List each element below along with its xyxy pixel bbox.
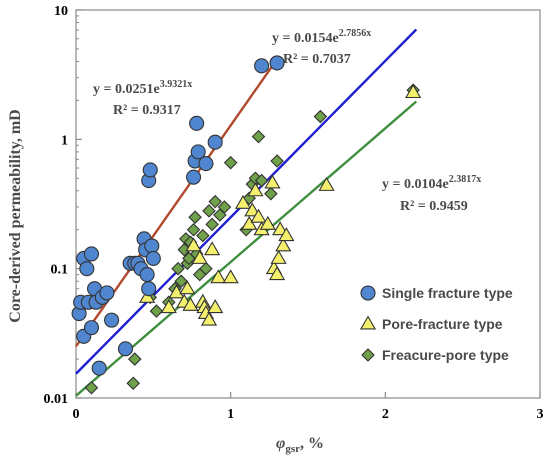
data-point [145, 250, 161, 266]
plot-area-border [75, 9, 541, 399]
data-point [205, 217, 219, 232]
data-point [259, 215, 276, 230]
data-point [210, 269, 227, 284]
data-point [264, 186, 278, 201]
data-point [268, 266, 286, 281]
y-axis-title: Core-derived permeability, mD [7, 109, 24, 322]
data-point [99, 285, 115, 301]
data-point [174, 274, 188, 288]
data-point [202, 204, 216, 218]
data-point [79, 261, 95, 277]
data-point [222, 269, 239, 284]
data-point [250, 208, 267, 223]
data-point [247, 182, 264, 197]
trendline-equation: y = 0.0104e2.3817x [382, 174, 481, 192]
data-point [270, 249, 287, 264]
data-point [278, 227, 295, 242]
data-point [179, 280, 196, 295]
data-point [272, 221, 289, 236]
legend-marker [360, 285, 376, 301]
y-tick-label: 10 [54, 4, 68, 19]
data-point [254, 58, 270, 74]
data-point [139, 288, 156, 303]
data-point [171, 261, 185, 276]
trendline-r2: R² = 0.9459 [400, 199, 468, 214]
x-axis: 0 1 2 3 [73, 392, 544, 422]
legend: Single fracture type Pore-fracture type Fr… [359, 285, 513, 363]
data-point [83, 246, 100, 262]
data-point [168, 284, 185, 299]
data-point [264, 174, 281, 189]
data-point [185, 237, 202, 252]
data-point [269, 55, 285, 71]
data-point [127, 352, 142, 366]
data-point [254, 173, 269, 188]
data-point [200, 311, 218, 326]
y-tick-label: 1 [61, 133, 68, 148]
data-point [204, 241, 221, 256]
data-point [313, 109, 328, 124]
y-tick-label: 0.01 [44, 392, 69, 407]
trendline-r2: R² = 0.7037 [283, 52, 351, 67]
data-point [244, 202, 261, 217]
data-point [144, 238, 160, 254]
data-point [84, 380, 99, 395]
data-point [196, 228, 210, 243]
y-tick-label: 0.1 [51, 263, 69, 278]
data-point [234, 194, 252, 209]
data-point [198, 155, 214, 172]
data-point [188, 210, 202, 224]
data-point [142, 162, 158, 178]
data-point [207, 134, 223, 150]
data-point [104, 312, 120, 328]
data-point [191, 249, 208, 264]
data-point [149, 304, 164, 318]
x-axis-title: φgsr, % [276, 435, 324, 455]
data-point [185, 169, 202, 185]
legend-label: Pore-fracture type [382, 316, 503, 332]
data-point [182, 296, 199, 311]
trendline-r2: R² = 0.9317 [113, 103, 181, 118]
x-tick-label: 2 [382, 407, 389, 422]
data-point [83, 320, 100, 336]
legend-label: Freacure-pore type [382, 347, 509, 363]
data-point [275, 237, 292, 252]
x-tick-label: 1 [227, 407, 234, 422]
x-tick-label: 3 [537, 407, 544, 422]
data-point [186, 222, 201, 237]
data-point [141, 281, 157, 297]
data-point [208, 194, 222, 209]
y-axis: 0.01 0.1 1 10 [44, 4, 82, 407]
trendline-equation: y = 0.0154e2.7856x [272, 28, 371, 46]
data-point [207, 299, 224, 314]
data-point [217, 200, 232, 214]
data-point [223, 155, 238, 170]
x-tick-label: 0 [73, 407, 80, 422]
data-point [318, 176, 335, 191]
data-point [241, 215, 258, 230]
plot-frame [75, 9, 541, 399]
legend-label: Single fracture type [382, 285, 513, 301]
data-point [190, 144, 206, 160]
data-points [71, 55, 422, 395]
data-point [270, 154, 284, 168]
data-point [189, 115, 205, 131]
data-point [139, 267, 155, 283]
data-point [251, 129, 266, 144]
data-point [199, 261, 213, 276]
data-point [91, 360, 107, 376]
data-point [405, 84, 422, 99]
legend-marker [361, 348, 375, 362]
data-point [126, 376, 141, 391]
data-point [160, 299, 177, 314]
legend-marker [359, 315, 377, 330]
data-point [117, 341, 134, 357]
trendline-equation: y = 0.0251e3.9321x [93, 79, 192, 97]
